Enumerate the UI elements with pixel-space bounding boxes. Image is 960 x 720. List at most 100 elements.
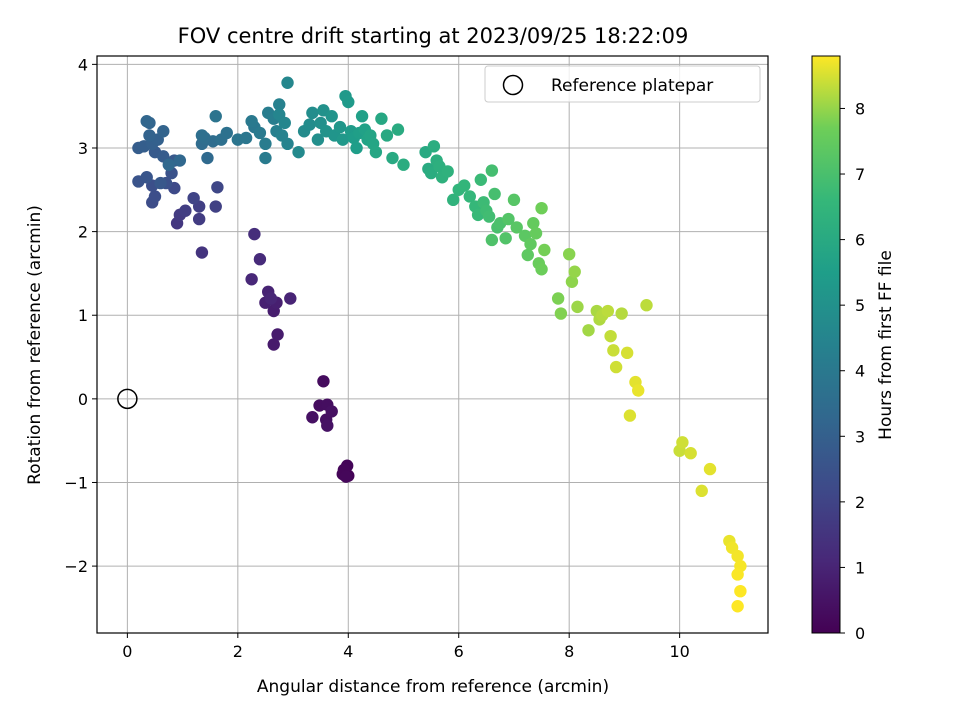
data-point [281, 76, 294, 89]
data-point [391, 123, 405, 136]
y-axis-title: Rotation from reference (arcmin) [25, 205, 45, 485]
data-point [317, 375, 330, 388]
y-tick-label: 2 [78, 223, 88, 242]
data-point [306, 106, 319, 120]
x-tick-label: 0 [122, 642, 132, 661]
data-point [380, 129, 394, 142]
data-point [551, 292, 565, 305]
data-point [527, 217, 540, 230]
data-point [209, 110, 222, 123]
data-point [140, 115, 153, 128]
data-point [350, 141, 363, 155]
data-point [179, 204, 192, 217]
data-point [162, 158, 175, 171]
data-point [267, 338, 280, 351]
data-point [187, 191, 200, 205]
data-point [369, 145, 383, 159]
data-point [734, 584, 747, 598]
data-point [529, 227, 543, 240]
data-point [342, 95, 355, 109]
data-point [731, 600, 744, 613]
data-point [284, 292, 297, 305]
data-point [703, 462, 717, 476]
data-point [259, 137, 272, 151]
data-point [336, 133, 349, 146]
data-point [607, 344, 620, 357]
colorbar-tick-label: 0 [855, 624, 865, 643]
data-point [173, 154, 187, 167]
data-point [339, 470, 353, 483]
data-point [482, 210, 496, 223]
data-point [325, 110, 338, 123]
data-point [311, 133, 325, 146]
data-point [447, 193, 460, 207]
data-point [292, 145, 305, 159]
data-point [499, 232, 512, 245]
data-point [424, 166, 438, 180]
data-point [253, 126, 267, 140]
colorbar-tick-label: 1 [855, 558, 865, 577]
scatter-points [132, 76, 747, 613]
y-tick-label: 4 [78, 55, 88, 74]
data-point [640, 298, 653, 312]
data-point [253, 253, 267, 266]
data-point [239, 131, 253, 145]
data-point [195, 246, 209, 259]
colorbar-title: Hours from first FF file [876, 250, 896, 440]
data-point [264, 292, 278, 305]
y-axis-ticks: −2 −1 0 1 2 3 4 [64, 55, 97, 576]
data-point [271, 328, 284, 341]
data-point [510, 221, 523, 234]
data-point [695, 484, 708, 498]
data-point [488, 187, 501, 201]
data-point [278, 116, 291, 130]
data-point [201, 151, 214, 165]
legend: Reference platepar [484, 65, 761, 103]
y-tick-label: 0 [78, 390, 88, 409]
data-point [154, 176, 167, 190]
data-point [458, 179, 471, 192]
data-point [474, 173, 488, 186]
data-point [485, 233, 499, 247]
data-point [306, 411, 319, 424]
colorbar-tick-label: 5 [855, 296, 865, 315]
data-point [571, 300, 584, 314]
data-point [355, 110, 369, 123]
data-point [386, 151, 399, 165]
data-point [209, 200, 222, 213]
legend-box [484, 65, 761, 103]
data-point [140, 171, 153, 184]
data-point [554, 307, 568, 320]
x-axis-title: Angular distance from reference (arcmin) [257, 677, 609, 697]
data-point [325, 405, 338, 418]
data-point [273, 98, 286, 111]
colorbar-tick-label: 8 [855, 99, 865, 118]
data-point [507, 193, 521, 207]
data-point [676, 436, 689, 449]
data-point [211, 181, 224, 194]
plot-frame [96, 55, 769, 634]
data-point [192, 212, 206, 226]
reference-marker [117, 388, 138, 410]
grid [97, 56, 768, 633]
x-tick-label: 8 [564, 642, 574, 661]
data-point [632, 384, 645, 397]
data-point [502, 212, 515, 226]
colorbar-tick-label: 7 [855, 165, 865, 184]
data-point [601, 304, 615, 318]
data-point [485, 164, 499, 177]
data-point [582, 324, 595, 337]
data-point [245, 115, 258, 128]
data-point [604, 329, 617, 343]
y-tick-label: −2 [64, 557, 88, 576]
data-point [565, 275, 579, 288]
data-point [463, 190, 476, 203]
legend-marker [502, 74, 524, 96]
data-point [303, 118, 316, 131]
data-point [731, 549, 744, 563]
data-point [245, 273, 258, 286]
data-point [220, 126, 233, 140]
colorbar [811, 55, 841, 634]
data-point [259, 151, 272, 165]
